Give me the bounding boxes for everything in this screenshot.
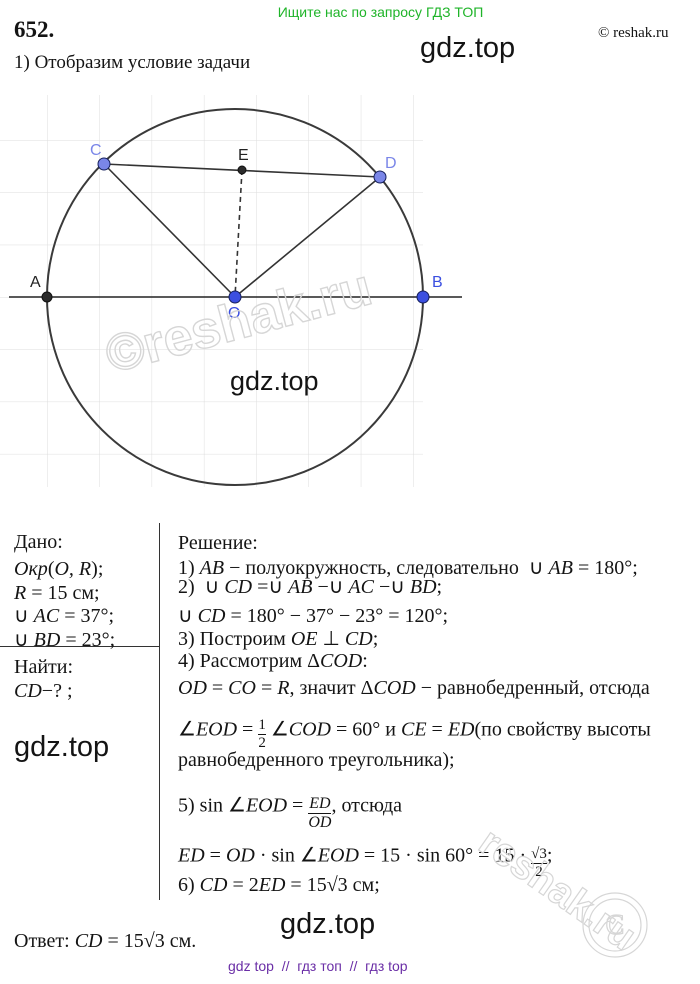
svg-text:gdz.top: gdz.top	[230, 366, 319, 396]
svg-text:E: E	[238, 147, 249, 164]
svg-text:A: A	[30, 274, 41, 291]
svg-text:D: D	[385, 155, 397, 172]
svg-text:C: C	[90, 142, 102, 159]
svg-text:C: C	[606, 910, 625, 941]
svg-text:B: B	[432, 274, 443, 291]
